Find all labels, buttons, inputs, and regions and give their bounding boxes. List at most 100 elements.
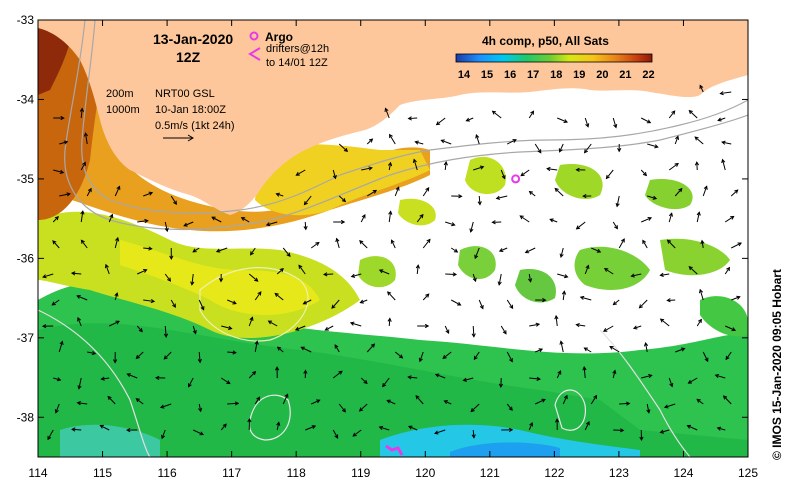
current-arrow-shaft [631, 273, 642, 277]
current-arrow-head [564, 274, 569, 279]
current-arrow-shaft [137, 269, 147, 275]
current-arrow-head [659, 429, 664, 434]
current-arrow-shaft [520, 169, 530, 177]
current-arrow-head [557, 370, 562, 375]
current-arrow-head [211, 216, 216, 221]
current-arrow-head [465, 117, 470, 122]
current-arrow-shaft [241, 217, 250, 223]
current-arrow-head [585, 420, 590, 426]
current-arrow-shaft [474, 247, 480, 259]
current-arrow-head [192, 248, 197, 253]
sst-scale-title: 4h comp, p50, All Sats [482, 34, 609, 48]
x-axis: 114 115 116 117 118 119 120 121 122 123 124 125 [28, 20, 758, 480]
current-arrow-head [372, 189, 378, 194]
current-arrow-head [583, 347, 588, 352]
current-arrow-shaft [227, 402, 239, 405]
current-arrow-head [508, 406, 513, 411]
current-arrow-head [60, 115, 65, 121]
current-arrow-shaft [227, 299, 237, 305]
current-arrow-shaft [507, 139, 517, 145]
current-arrow-shaft [445, 221, 455, 226]
current-arrow-head [509, 304, 514, 310]
current-arrow-head [303, 225, 308, 231]
current-arrow-shaft [702, 186, 708, 197]
current-arrow-shaft [528, 422, 533, 431]
sst-scale-tick-label: 22 [642, 69, 654, 81]
y-tick-label: -36 [17, 251, 35, 265]
land-mass [38, 20, 748, 215]
current-arrow-head [669, 382, 674, 388]
current-arrow-head [99, 424, 104, 429]
current-arrow-shaft [100, 425, 110, 431]
current-arrow-head [554, 418, 560, 423]
current-arrow-shaft [114, 292, 118, 301]
current-arrow-shaft [550, 218, 558, 223]
current-arrow-shaft [422, 293, 430, 301]
current-arrow-shaft [616, 195, 620, 207]
current-arrow-head [666, 239, 672, 244]
current-arrow-shaft [557, 117, 568, 123]
current-arrow-head [642, 239, 647, 244]
current-arrow-shaft [696, 398, 704, 405]
current-arrow-head [530, 110, 535, 115]
current-arrows [41, 84, 743, 442]
current-arrow-head [688, 266, 693, 271]
current-arrow-head [378, 269, 384, 274]
current-arrow-head [161, 434, 166, 440]
current-arrow-head [414, 140, 419, 145]
current-arrow-head [144, 218, 149, 224]
current-arrow-shaft [331, 299, 340, 309]
current-arrow-head [561, 290, 567, 295]
current-arrow-shaft [350, 322, 362, 327]
current-arrow-shaft [557, 273, 568, 278]
sst-scale-tick-label: 20 [596, 69, 608, 81]
current-arrow-head [63, 140, 69, 145]
current-arrow-shaft [385, 108, 390, 119]
drifter-track [385, 444, 404, 456]
current-arrow-head [104, 263, 109, 269]
current-arrow-head [671, 110, 676, 115]
current-arrow-shaft [668, 110, 676, 119]
current-arrow-shaft [647, 143, 658, 148]
current-arrow-shaft [163, 351, 172, 360]
x-tick-label: 124 [673, 466, 693, 480]
current-arrow-shaft [198, 299, 205, 310]
current-arrow-head [192, 330, 197, 335]
current-arrow-shaft [77, 402, 88, 405]
current-arrow-shaft [664, 403, 676, 408]
current-arrow-head [412, 158, 417, 163]
current-arrow-head [425, 187, 430, 192]
current-arrow-head [200, 306, 205, 311]
current-arrow-shaft [276, 422, 280, 431]
current-arrow-head [593, 394, 598, 400]
current-arrow-shaft [389, 134, 396, 145]
current-arrow-shaft [161, 429, 166, 439]
current-arrow-head [164, 227, 169, 233]
current-arrow-head [524, 249, 530, 254]
current-arrow-shaft [408, 425, 418, 431]
current-arrow-shaft [274, 293, 284, 301]
current-arrow-head [585, 123, 590, 128]
current-arrow-head [613, 123, 618, 129]
current-arrow-head [519, 215, 524, 220]
current-arrow-shaft [612, 221, 618, 229]
map-time: 12Z [176, 49, 201, 65]
current-arrow-shaft [422, 187, 430, 197]
current-arrow-head [148, 246, 153, 251]
current-arrow-head [249, 316, 254, 321]
current-arrow-head [646, 119, 652, 124]
current-arrow-head [675, 135, 680, 140]
current-arrow-head [479, 305, 484, 310]
current-arrow-shaft [580, 296, 592, 301]
current-arrow-head [638, 304, 643, 309]
current-arrow-shaft [220, 377, 231, 384]
current-arrow-head [169, 255, 174, 260]
current-arrow-head [300, 346, 305, 351]
current-arrow-shaft [528, 110, 534, 119]
current-arrow-head [498, 248, 504, 252]
current-arrow-head [443, 161, 448, 166]
current-arrow-head [602, 328, 608, 332]
current-arrow-shaft [360, 377, 368, 384]
current-arrow-shaft [334, 344, 340, 353]
current-arrow-shaft [640, 169, 647, 176]
